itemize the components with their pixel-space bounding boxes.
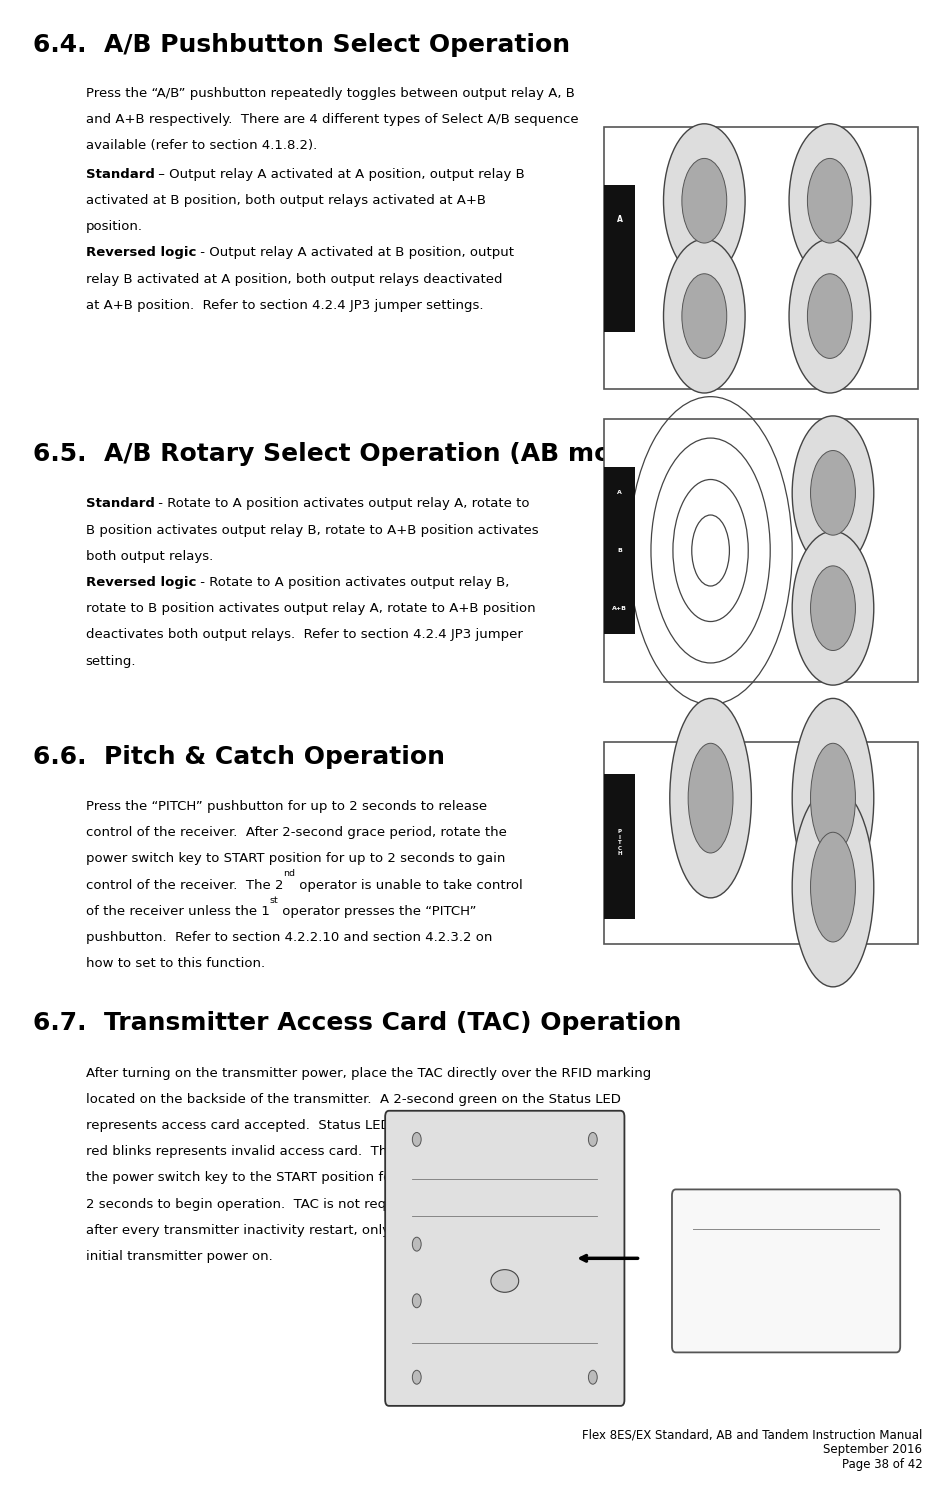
- Text: 6.7.  Transmitter Access Card (TAC) Operation: 6.7. Transmitter Access Card (TAC) Opera…: [33, 1011, 682, 1035]
- Circle shape: [413, 1294, 421, 1308]
- FancyBboxPatch shape: [672, 1189, 901, 1353]
- Text: - Rotate to A position activates output relay A, rotate to: - Rotate to A position activates output …: [154, 497, 530, 511]
- Text: 6.4.  A/B Pushbutton Select Operation: 6.4. A/B Pushbutton Select Operation: [33, 33, 571, 57]
- Text: A+B: A+B: [612, 605, 627, 611]
- Ellipse shape: [807, 274, 852, 358]
- Ellipse shape: [810, 743, 855, 852]
- Text: located on the backside of the transmitter.  A 2-second green on the Status LED: located on the backside of the transmitt…: [86, 1094, 620, 1106]
- Text: - Rotate to A position activates output relay B,: - Rotate to A position activates output …: [196, 575, 510, 589]
- Text: Reversed logic: Reversed logic: [86, 575, 196, 589]
- Ellipse shape: [664, 240, 746, 392]
- Text: at A+B position.  Refer to section 4.2.4 JP3 jumper settings.: at A+B position. Refer to section 4.2.4 …: [86, 300, 483, 312]
- Text: red blinks represents invalid access card.  Then rotate: red blinks represents invalid access car…: [86, 1144, 448, 1158]
- Text: Standard: Standard: [86, 497, 154, 511]
- Text: activated at B position, both output relays activated at A+B: activated at B position, both output rel…: [86, 195, 486, 207]
- Text: A: A: [616, 214, 623, 223]
- Ellipse shape: [807, 159, 852, 243]
- Ellipse shape: [810, 833, 855, 942]
- Text: Standard: Standard: [86, 168, 154, 181]
- Text: - Output relay A activated at B position, output: - Output relay A activated at B position…: [196, 247, 514, 259]
- Text: represents access card accepted.  Status LED with: represents access card accepted. Status …: [86, 1119, 423, 1132]
- Text: Flex 8ES/EX Standard, AB and Tandem Instruction Manual
September 2016
Page 38 of: Flex 8ES/EX Standard, AB and Tandem Inst…: [582, 1428, 922, 1471]
- Text: After turning on the transmitter power, place the TAC directly over the RFID mar: After turning on the transmitter power, …: [86, 1067, 650, 1080]
- Bar: [604, 419, 918, 682]
- Ellipse shape: [682, 274, 727, 358]
- Text: pushbutton.  Refer to section 4.2.2.10 and section 4.2.3.2 on: pushbutton. Refer to section 4.2.2.10 an…: [86, 930, 492, 944]
- Ellipse shape: [670, 698, 751, 897]
- Ellipse shape: [491, 1270, 518, 1293]
- Text: 2 seconds to begin operation.  TAC is not required: 2 seconds to begin operation. TAC is not…: [86, 1198, 420, 1210]
- Text: both output relays.: both output relays.: [86, 550, 213, 563]
- Text: control of the receiver.  After 2-second grace period, rotate the: control of the receiver. After 2-second …: [86, 827, 507, 839]
- Circle shape: [413, 1237, 421, 1251]
- Text: position.: position.: [86, 220, 143, 234]
- Text: P
I
T
C
H: P I T C H: [617, 830, 622, 855]
- Ellipse shape: [689, 743, 733, 852]
- Text: deactivates both output relays.  Refer to section 4.2.4 JP3 jumper: deactivates both output relays. Refer to…: [86, 629, 522, 641]
- Text: how to set to this function.: how to set to this function.: [86, 957, 264, 971]
- Text: A: A: [617, 490, 622, 496]
- Text: B position activates output relay B, rotate to A+B position activates: B position activates output relay B, rot…: [86, 523, 538, 536]
- Text: power switch key to START position for up to 2 seconds to gain: power switch key to START position for u…: [86, 852, 505, 866]
- Ellipse shape: [682, 159, 727, 243]
- Text: control of the receiver.  The 2: control of the receiver. The 2: [86, 878, 283, 891]
- Bar: [604, 774, 635, 920]
- Text: Press the “PITCH” pushbutton for up to 2 seconds to release: Press the “PITCH” pushbutton for up to 2…: [86, 800, 487, 813]
- Text: st: st: [269, 896, 279, 905]
- Text: Press the “A/B” pushbutton repeatedly toggles between output relay A, B: Press the “A/B” pushbutton repeatedly to…: [86, 87, 574, 100]
- Bar: [604, 127, 918, 389]
- Text: the power switch key to the START position for up to: the power switch key to the START positi…: [86, 1171, 436, 1185]
- Text: initial transmitter power on.: initial transmitter power on.: [86, 1249, 272, 1263]
- Text: available (refer to section 4.1.8.2).: available (refer to section 4.1.8.2).: [86, 139, 317, 153]
- Ellipse shape: [789, 124, 871, 277]
- Bar: [604, 467, 635, 635]
- Ellipse shape: [792, 698, 874, 897]
- Bar: [604, 186, 635, 333]
- Ellipse shape: [810, 451, 855, 535]
- Text: nd: nd: [283, 869, 295, 878]
- Text: – Output relay A activated at A position, output relay B: – Output relay A activated at A position…: [154, 168, 525, 181]
- Text: B: B: [616, 361, 623, 370]
- Ellipse shape: [810, 566, 855, 650]
- Text: 6.5.  A/B Rotary Select Operation (AB models): 6.5. A/B Rotary Select Operation (AB mod…: [33, 442, 681, 466]
- Text: Reversed logic: Reversed logic: [86, 247, 196, 259]
- Text: relay B activated at A position, both output relays deactivated: relay B activated at A position, both ou…: [86, 273, 502, 286]
- Text: operator presses the “PITCH”: operator presses the “PITCH”: [279, 905, 476, 918]
- Circle shape: [589, 1371, 597, 1384]
- Text: rotate to B position activates output relay A, rotate to A+B position: rotate to B position activates output re…: [86, 602, 535, 616]
- Text: B: B: [617, 548, 622, 553]
- Circle shape: [589, 1132, 597, 1146]
- Ellipse shape: [789, 240, 871, 392]
- Text: operator is unable to take control: operator is unable to take control: [295, 878, 523, 891]
- Bar: [604, 742, 918, 944]
- Text: and A+B respectively.  There are 4 different types of Select A/B sequence: and A+B respectively. There are 4 differ…: [86, 114, 578, 126]
- Ellipse shape: [664, 124, 746, 277]
- Text: 6.6.  Pitch & Catch Operation: 6.6. Pitch & Catch Operation: [33, 745, 445, 768]
- Text: after every transmitter inactivity restart, only during: after every transmitter inactivity resta…: [86, 1224, 437, 1237]
- Circle shape: [413, 1132, 421, 1146]
- Text: setting.: setting.: [86, 655, 136, 668]
- Ellipse shape: [792, 416, 874, 569]
- FancyBboxPatch shape: [385, 1112, 625, 1405]
- Text: of the receiver unless the 1: of the receiver unless the 1: [86, 905, 269, 918]
- Ellipse shape: [792, 788, 874, 987]
- Ellipse shape: [792, 532, 874, 685]
- Circle shape: [413, 1371, 421, 1384]
